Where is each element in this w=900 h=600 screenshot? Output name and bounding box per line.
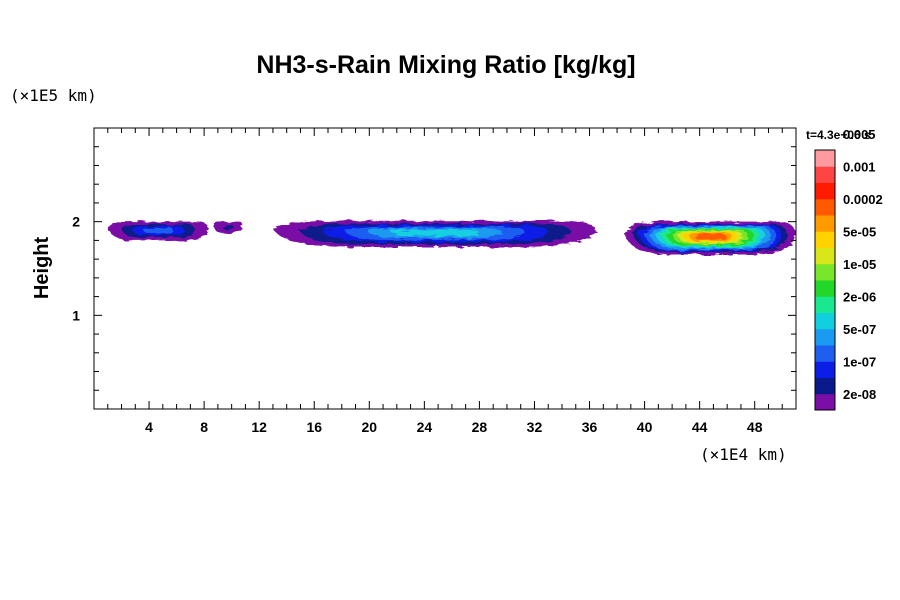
- x-unit-label: (×1E4 km): [700, 445, 787, 464]
- contour-blob: [213, 221, 243, 233]
- colorbar-swatch: [815, 345, 835, 362]
- contour-blob: [107, 221, 209, 241]
- colorbar: 2e-08 1e-07 5e-07 2e-06 1e-05 5e-05 0.0002 0.00…: [814, 127, 883, 411]
- x-tick-label: 44: [692, 419, 708, 435]
- y-tick-label: 2: [72, 214, 80, 230]
- colorbar-swatch: [815, 377, 835, 395]
- colorbar-swatch: [815, 280, 835, 297]
- x-tick-label: 20: [362, 419, 378, 435]
- chart-title: NH3-s-Rain Mixing Ratio [kg/kg]: [256, 51, 635, 79]
- colorbar-swatch: [815, 312, 835, 330]
- contour-level-12: [694, 233, 726, 240]
- colorbar-swatch: [815, 263, 835, 281]
- colorbar-swatch: [815, 215, 835, 232]
- time-label: t=4.3e+06 s: [806, 128, 871, 142]
- colorbar-label: 1e-07: [843, 354, 876, 369]
- x-tick-label: 28: [472, 419, 488, 435]
- x-tick-label: 48: [747, 419, 763, 435]
- colorbar-swatch: [815, 166, 835, 183]
- x-tick-label: 16: [306, 419, 322, 435]
- colorbar-label: 1e-05: [843, 257, 876, 272]
- colorbar-label: 5e-07: [843, 322, 876, 337]
- colorbar-swatch: [815, 231, 835, 248]
- colorbar-swatch: [815, 182, 835, 200]
- colorbar-swatch: [815, 361, 835, 378]
- y-tick-label: 1: [72, 307, 80, 323]
- x-tick-label: 4: [145, 419, 153, 435]
- x-tick-label: 8: [200, 419, 208, 435]
- colorbar-label: 0.0002: [843, 192, 883, 207]
- colorbar-label: 2e-08: [843, 387, 876, 402]
- colorbar-swatch: [815, 198, 835, 216]
- colorbar-label: 0.001: [843, 159, 876, 174]
- colorbar-swatch: [815, 296, 835, 313]
- contour-blob: [623, 221, 796, 255]
- y-unit-label: (×1E5 km): [10, 86, 97, 105]
- colorbar-swatch: [815, 247, 835, 265]
- colorbar-swatch: [815, 150, 835, 167]
- colorbar-swatch: [815, 393, 835, 411]
- colorbar-frame: [814, 149, 836, 411]
- contour-blob: [272, 220, 597, 247]
- colorbar-label: 2e-06: [843, 289, 876, 304]
- colorbar-label: 0.005: [843, 127, 876, 142]
- x-tick-label: 36: [582, 419, 598, 435]
- y-axis-label: Height: [31, 237, 53, 300]
- x-tick-label: 32: [527, 419, 543, 435]
- contour-level-1: [222, 225, 234, 230]
- x-tick-label: 12: [251, 419, 267, 435]
- colorbar-swatch: [815, 328, 835, 346]
- contour-level-3: [142, 228, 174, 234]
- x-tick-label: 24: [417, 419, 433, 435]
- contour-level-5: [390, 229, 479, 237]
- x-tick-label: 40: [637, 419, 653, 435]
- contour-field: [107, 220, 796, 255]
- plot-frame: [93, 127, 797, 410]
- colorbar-label: 5e-05: [843, 224, 876, 239]
